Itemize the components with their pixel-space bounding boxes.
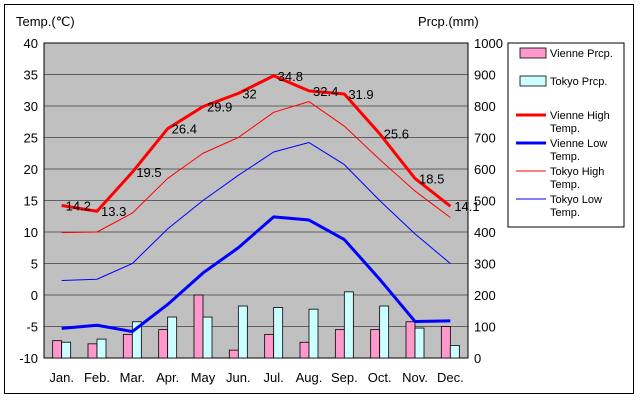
legend-swatch bbox=[519, 75, 547, 87]
temperature-line bbox=[61, 101, 451, 234]
precip-bar bbox=[96, 338, 107, 359]
data-label: 34.8 bbox=[278, 69, 303, 84]
precip-bar bbox=[334, 329, 345, 359]
precip-bar bbox=[167, 316, 178, 359]
left-tick-label: 30 bbox=[24, 99, 38, 114]
data-label: 31.9 bbox=[348, 87, 373, 102]
right-tick-label: 700 bbox=[474, 131, 496, 146]
precip-bar bbox=[193, 294, 204, 359]
temperature-line bbox=[61, 74, 452, 213]
x-tick-label: Apr. bbox=[156, 370, 179, 385]
legend-label: Tokyo Low Temp. bbox=[550, 194, 602, 219]
x-tick-label: Dec. bbox=[437, 370, 464, 385]
left-tick-label: 5 bbox=[31, 257, 38, 272]
left-axis-label: Temp.(℃) bbox=[16, 14, 75, 29]
precip-bar bbox=[405, 321, 416, 359]
x-tick-label: Feb. bbox=[84, 370, 110, 385]
temperature-line bbox=[61, 215, 451, 334]
chart-frame bbox=[4, 4, 634, 394]
x-tick-label: Jan. bbox=[49, 370, 74, 385]
left-tick-label: -10 bbox=[19, 351, 38, 366]
left-tick-label: 0 bbox=[31, 288, 38, 303]
right-tick-label: 600 bbox=[474, 162, 496, 177]
left-tick-label: 20 bbox=[24, 162, 38, 177]
x-tick-label: Oct. bbox=[368, 370, 392, 385]
legend-label: Vienne High Temp. bbox=[550, 110, 610, 135]
legend-label: Tokyo High Temp. bbox=[550, 166, 604, 191]
legend-box bbox=[507, 42, 625, 228]
precip-bar bbox=[52, 340, 63, 359]
right-tick-label: 200 bbox=[474, 288, 496, 303]
precip-bar bbox=[440, 326, 451, 359]
right-tick-label: 300 bbox=[474, 257, 496, 272]
left-tick-label: 40 bbox=[24, 36, 38, 51]
right-tick-label: 400 bbox=[474, 225, 496, 240]
precip-bar bbox=[414, 327, 425, 359]
right-tick-label: 100 bbox=[474, 320, 496, 335]
precip-bar bbox=[379, 305, 390, 359]
legend-label: Vienne Prcp. bbox=[550, 48, 613, 60]
x-tick-label: Mar. bbox=[120, 370, 145, 385]
right-tick-label: 0 bbox=[474, 351, 481, 366]
data-label: 14.2 bbox=[66, 199, 91, 214]
x-tick-label: Aug. bbox=[296, 370, 323, 385]
data-label: 18.5 bbox=[419, 171, 444, 186]
data-label: 32.4 bbox=[313, 84, 338, 99]
data-label: 25.6 bbox=[384, 127, 409, 142]
data-label: 13.3 bbox=[101, 204, 126, 219]
precip-bar bbox=[273, 307, 284, 359]
precip-bar bbox=[370, 329, 381, 359]
right-tick-label: 1000 bbox=[474, 36, 503, 51]
x-tick-label: Nov. bbox=[402, 370, 428, 385]
precip-bar bbox=[308, 308, 319, 359]
precip-bar bbox=[87, 343, 98, 359]
left-tick-label: 35 bbox=[24, 68, 38, 83]
legend-label: Tokyo Prcp. bbox=[550, 76, 607, 88]
data-label: 19.5 bbox=[136, 165, 161, 180]
left-tick-label: 15 bbox=[24, 194, 38, 209]
right-tick-label: 500 bbox=[474, 194, 496, 209]
precip-bar bbox=[299, 341, 310, 359]
right-tick-label: 800 bbox=[474, 99, 496, 114]
temperature-line bbox=[61, 142, 451, 282]
legend-label: Vienne Low Temp. bbox=[550, 138, 607, 163]
data-label: 32 bbox=[242, 86, 256, 101]
right-tick-label: 900 bbox=[474, 68, 496, 83]
left-tick-label: 10 bbox=[24, 225, 38, 240]
precip-bar bbox=[202, 316, 213, 359]
precip-bar bbox=[61, 341, 72, 359]
data-label: 26.4 bbox=[172, 122, 197, 137]
left-tick-label: 25 bbox=[24, 131, 38, 146]
data-label: 29.9 bbox=[207, 100, 232, 115]
precip-bar bbox=[122, 333, 133, 359]
precip-bar bbox=[343, 291, 354, 359]
precip-bar bbox=[449, 344, 460, 359]
x-tick-label: Jul. bbox=[264, 370, 284, 385]
x-tick-label: Jun. bbox=[226, 370, 251, 385]
plot-area: -10-505101520253035400100200300400500600… bbox=[19, 36, 503, 385]
precip-bar bbox=[237, 305, 248, 359]
precip-bar bbox=[158, 329, 169, 359]
left-tick-label: -5 bbox=[26, 320, 38, 335]
right-axis-label: Prcp.(mm) bbox=[418, 14, 479, 29]
precip-bar bbox=[228, 349, 239, 359]
precip-bar bbox=[264, 333, 275, 359]
legend: Vienne Prcp. Tokyo Prcp. Vienne High Temp. V… bbox=[507, 42, 625, 228]
x-tick-label: Sep. bbox=[331, 370, 358, 385]
x-tick-label: May bbox=[191, 370, 216, 385]
legend-swatch bbox=[519, 47, 547, 59]
data-label: 14.1 bbox=[454, 199, 479, 214]
precip-bar bbox=[131, 321, 142, 359]
